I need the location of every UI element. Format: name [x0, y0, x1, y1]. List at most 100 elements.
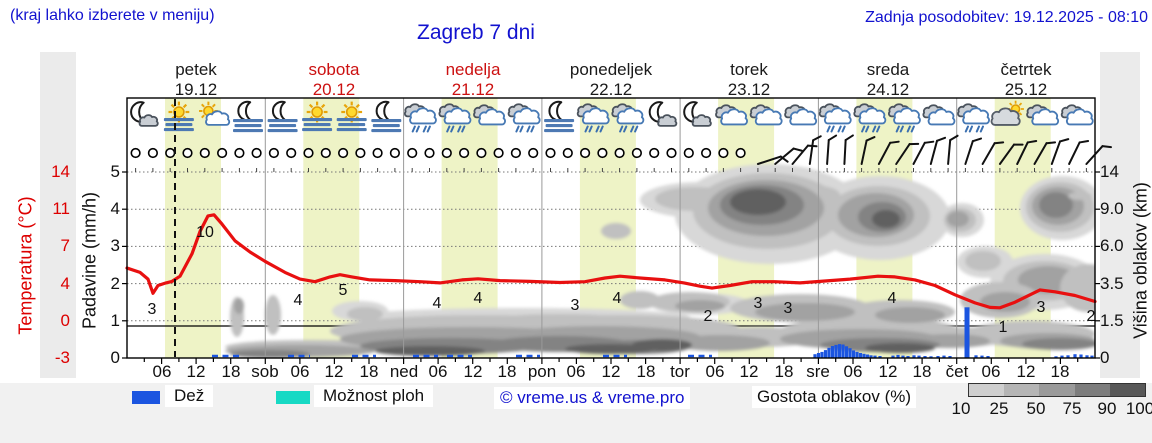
- rain-legend-swatch: [132, 391, 160, 404]
- precipitation-tick: 0: [110, 348, 120, 367]
- calm-wind-icon: [286, 147, 297, 159]
- cloud-height-tick: 9.0: [1100, 199, 1124, 218]
- cloud-density-value: 25: [989, 399, 1009, 418]
- wind-barb-icon: [1068, 140, 1090, 165]
- x-axis-label: 06: [428, 362, 448, 381]
- wind-barb-icon: [843, 134, 854, 165]
- x-axis-label: 06: [981, 362, 1001, 381]
- x-axis-label: 06: [566, 362, 586, 381]
- cloud-density-swatch: [969, 384, 1005, 396]
- temperature-tick: 14: [51, 162, 70, 181]
- weather-icon-cloud-sun: [990, 100, 1024, 126]
- precipitation-tick: 5: [110, 162, 120, 181]
- calm-wind-icon: [147, 147, 158, 159]
- x-axis-label: 18: [221, 362, 241, 381]
- x-axis-label: 18: [1050, 362, 1070, 381]
- svg-text:2: 2: [1087, 308, 1096, 325]
- wind-barb-icon: [895, 142, 920, 165]
- calm-wind-icon: [597, 147, 608, 159]
- svg-text:4: 4: [433, 295, 442, 312]
- cloud-density-swatch: [1074, 384, 1110, 396]
- calm-wind-icon: [182, 147, 193, 159]
- calm-wind-icon: [562, 147, 573, 159]
- weather-icon-moon-fog: [544, 100, 575, 133]
- calm-wind-icon: [459, 147, 470, 159]
- x-axis-label: pon: [527, 362, 557, 381]
- calm-wind-icon: [338, 147, 349, 159]
- precipitation-tick: 1: [110, 311, 120, 330]
- calm-wind-icon: [217, 147, 228, 159]
- x-axis-label: 12: [739, 362, 759, 381]
- showers-legend-label: Možnost ploh: [314, 385, 434, 407]
- cloud-density-value: 50: [1026, 399, 1046, 418]
- x-axis-label: 18: [774, 362, 794, 381]
- weather-icon-sun-fog: [163, 101, 194, 132]
- x-axis-label: 12: [878, 362, 898, 381]
- wind-barb-icon: [998, 143, 1024, 165]
- upper-ticks: [135, 168, 1087, 172]
- calm-wind-icon: [683, 147, 694, 159]
- wind-row: [130, 134, 1113, 165]
- weather-icon-moon-cloud: [648, 101, 678, 127]
- x-axis-label: 18: [497, 362, 517, 381]
- temperature-tick: 7: [60, 236, 70, 255]
- calm-wind-icon: [130, 147, 141, 159]
- temperature-line: [125, 213, 1097, 310]
- svg-text:3: 3: [571, 297, 580, 314]
- x-axis-label: sre: [806, 362, 830, 381]
- weather-icon-moon-cloud: [683, 101, 712, 127]
- calm-wind-icon: [735, 147, 746, 159]
- cloud-density-legend-label: Gostota oblakov (%): [752, 386, 917, 408]
- day-date-25.12: 25.12: [1004, 80, 1048, 99]
- day-name-nedelja: nedelja: [445, 60, 501, 79]
- weather-icon-cloud-drizzle: [507, 103, 541, 133]
- cloud-density-value: 90: [1097, 399, 1117, 418]
- x-axis-label: 18: [359, 362, 379, 381]
- x-axis-label: čet: [945, 362, 969, 381]
- right-gutter-strip: [1100, 52, 1140, 378]
- cloud-density-value: 100: [1125, 399, 1152, 418]
- calm-wind-icon: [441, 147, 452, 159]
- cloud-height-tick: 1.5: [1100, 311, 1124, 330]
- rain-legend-label: Dež: [165, 385, 214, 407]
- cloud-density-scale: [968, 383, 1146, 397]
- wind-barb-icon: [947, 134, 959, 165]
- calm-wind-icon: [718, 147, 729, 159]
- cloud-density-value: 10: [951, 399, 971, 418]
- weather-icon-moon-fog: [233, 100, 263, 133]
- weather-icon-sun-cloud: [199, 101, 231, 126]
- wind-barb-icon: [964, 137, 983, 165]
- weather-icon-sun-fog: [302, 101, 333, 132]
- wind-barb-icon: [1016, 140, 1038, 165]
- svg-text:4: 4: [613, 290, 622, 307]
- weather-icon-clouds: [1060, 104, 1094, 126]
- temperature-tick: -3: [54, 348, 70, 367]
- svg-text:4: 4: [294, 292, 303, 309]
- temperature-tick: 11: [52, 199, 70, 218]
- day-date-20.12: 20.12: [312, 80, 356, 99]
- x-axis-label: 06: [152, 362, 172, 381]
- calm-wind-icon: [528, 147, 539, 159]
- day-name-ponedeljek: ponedeljek: [569, 60, 653, 79]
- calm-wind-icon: [666, 147, 677, 159]
- weather-icon-clouds: [922, 104, 956, 126]
- day-date-24.12: 24.12: [866, 80, 910, 99]
- temperature-value-labels: 3 10 4 5 4 4 3 4 2 3 3 4 1 3 2: [148, 224, 1096, 336]
- x-axis-label: 12: [463, 362, 483, 381]
- wind-barb-icon: [774, 147, 803, 165]
- x-axis-label: 18: [636, 362, 656, 381]
- cloud-density-swatch: [1039, 384, 1075, 396]
- wind-barb-icon: [1033, 141, 1057, 165]
- x-axis-label: 06: [705, 362, 725, 381]
- day-name-četrtek: četrtek: [1000, 60, 1052, 79]
- calm-wind-icon: [234, 147, 245, 159]
- calm-wind-icon: [545, 147, 556, 159]
- cloud-height-tick: 14: [1100, 162, 1119, 181]
- calm-wind-icon: [493, 147, 504, 159]
- precipitation-tick: 4: [110, 199, 120, 218]
- cloud-density-swatch: [1004, 384, 1040, 396]
- cloud-height-tick: 6.0: [1100, 236, 1124, 255]
- weather-icon-cloud-drizzle: [611, 103, 645, 133]
- copyright-link[interactable]: © vreme.us & vreme.pro: [494, 387, 691, 409]
- weather-icon-clouds: [784, 104, 818, 126]
